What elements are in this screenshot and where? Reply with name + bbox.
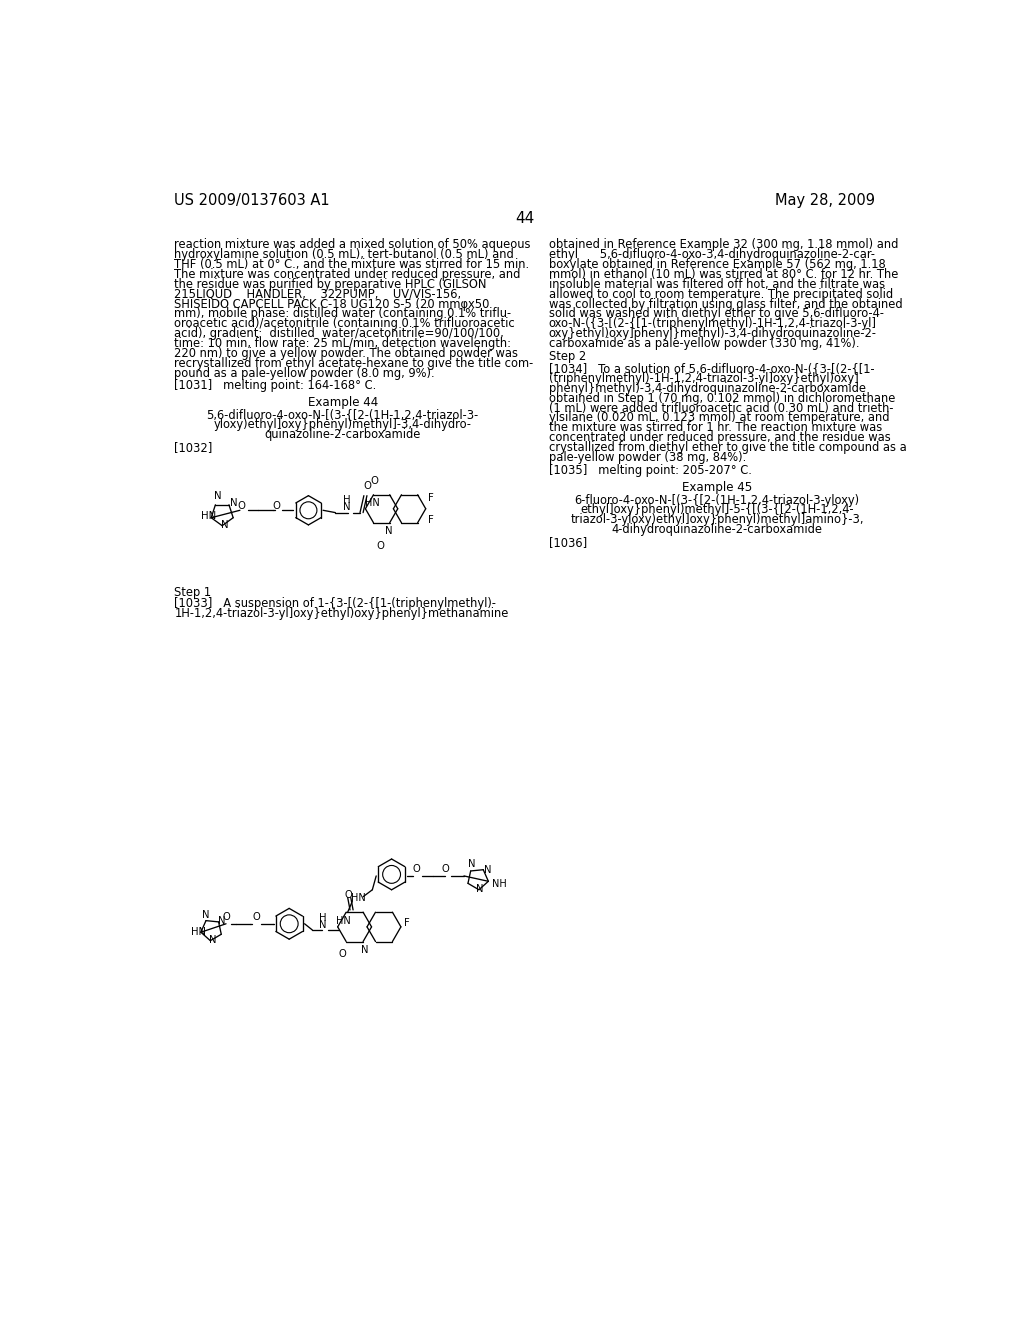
- Text: solid was washed with diethyl ether to give 5,6-difluoro-4-: solid was washed with diethyl ether to g…: [549, 308, 884, 321]
- Text: Step 2: Step 2: [549, 350, 586, 363]
- Text: 5,6-difluoro-4-oxo-N-[(3-{[2-(1H-1,2,4-triazol-3-: 5,6-difluoro-4-oxo-N-[(3-{[2-(1H-1,2,4-t…: [207, 408, 479, 421]
- Text: insoluble material was filtered off hot, and the filtrate was: insoluble material was filtered off hot,…: [549, 279, 885, 290]
- Text: F: F: [428, 515, 434, 525]
- Text: O: O: [345, 890, 352, 900]
- Text: [1032]: [1032]: [174, 441, 213, 454]
- Text: O: O: [223, 912, 230, 921]
- Text: ethyl      5,6-difluoro-4-oxo-3,4-dihydroquinazoline-2-car-: ethyl 5,6-difluoro-4-oxo-3,4-dihydroquin…: [549, 248, 874, 261]
- Text: Example 45: Example 45: [682, 482, 752, 494]
- Text: SHISEIDO CAPCELL PACK C-18 UG120 S-5 (20 mmφx50: SHISEIDO CAPCELL PACK C-18 UG120 S-5 (20…: [174, 297, 489, 310]
- Text: O: O: [252, 912, 260, 921]
- Text: O: O: [413, 865, 420, 874]
- Text: obtained in Reference Example 32 (300 mg, 1.18 mmol) and: obtained in Reference Example 32 (300 mg…: [549, 239, 898, 252]
- Text: N: N: [203, 909, 210, 920]
- Text: time: 10 min, flow rate: 25 mL/min, detection wavelength:: time: 10 min, flow rate: 25 mL/min, dete…: [174, 337, 511, 350]
- Text: O: O: [441, 865, 450, 874]
- Text: The mixture was concentrated under reduced pressure, and: The mixture was concentrated under reduc…: [174, 268, 521, 281]
- Text: [1036]: [1036]: [549, 536, 587, 549]
- Text: (1 mL) were added trifluoroacetic acid (0.30 mL) and trieth-: (1 mL) were added trifluoroacetic acid (…: [549, 401, 893, 414]
- Text: [1034]   To a solution of 5,6-difluoro-4-oxo-N-({3-[(2-{[1-: [1034] To a solution of 5,6-difluoro-4-o…: [549, 362, 874, 375]
- Text: N: N: [221, 520, 228, 529]
- Text: 4-dihydroquinazoline-2-carboxamide: 4-dihydroquinazoline-2-carboxamide: [611, 523, 822, 536]
- Text: mmol) in ethanol (10 mL) was stirred at 80° C. for 12 hr. The: mmol) in ethanol (10 mL) was stirred at …: [549, 268, 898, 281]
- Text: H: H: [318, 912, 326, 923]
- Text: O: O: [362, 482, 371, 491]
- Text: carboxamide as a pale-yellow powder (330 mg, 41%).: carboxamide as a pale-yellow powder (330…: [549, 337, 859, 350]
- Text: oxo-N-({3-[(2-{[1-(triphenylmethyl)-1H-1,2,4-triazol-3-yl]: oxo-N-({3-[(2-{[1-(triphenylmethyl)-1H-1…: [549, 317, 877, 330]
- Text: was collected by filtration using glass filter, and the obtained: was collected by filtration using glass …: [549, 297, 902, 310]
- Text: THF (0.5 mL) at 0° C., and the mixture was stirred for 15 min.: THF (0.5 mL) at 0° C., and the mixture w…: [174, 259, 529, 271]
- Text: the mixture was stirred for 1 hr. The reaction mixture was: the mixture was stirred for 1 hr. The re…: [549, 421, 882, 434]
- Text: N: N: [468, 858, 475, 869]
- Text: O: O: [339, 949, 346, 960]
- Text: [1031]   melting point: 164-168° C.: [1031] melting point: 164-168° C.: [174, 379, 377, 392]
- Text: ethyl]oxy}phenyl)methyl]-5-{[(3-{[2-(1H-1,2,4-: ethyl]oxy}phenyl)methyl]-5-{[(3-{[2-(1H-…: [581, 503, 854, 516]
- Text: US 2009/0137603 A1: US 2009/0137603 A1: [174, 193, 330, 209]
- Text: N: N: [209, 935, 217, 945]
- Text: [1033]   A suspension of 1-{3-[(2-{[1-(triphenylmethyl)-: [1033] A suspension of 1-{3-[(2-{[1-(tri…: [174, 597, 497, 610]
- Text: O: O: [376, 541, 384, 550]
- Text: [1035]   melting point: 205-207° C.: [1035] melting point: 205-207° C.: [549, 463, 752, 477]
- Text: 6-fluoro-4-oxo-N-[(3-{[2-(1H-1,2,4-triazol-3-yloxy): 6-fluoro-4-oxo-N-[(3-{[2-(1H-1,2,4-triaz…: [574, 494, 859, 507]
- Text: HN: HN: [351, 892, 366, 903]
- Text: Example 44: Example 44: [307, 396, 378, 409]
- Text: N: N: [484, 865, 492, 875]
- Text: May 28, 2009: May 28, 2009: [775, 193, 876, 209]
- Text: N: N: [343, 502, 351, 512]
- Text: the residue was purified by preparative HPLC (GILSON: the residue was purified by preparative …: [174, 279, 487, 290]
- Text: boxylate obtained in Reference Example 57 (562 mg, 1.18: boxylate obtained in Reference Example 5…: [549, 259, 886, 271]
- Text: N: N: [475, 884, 483, 894]
- Text: (triphenylmethyl)-1H-1,2,4-triazol-3-yl]oxy}ethyl)oxy]: (triphenylmethyl)-1H-1,2,4-triazol-3-yl]…: [549, 372, 858, 385]
- Text: O: O: [371, 475, 379, 486]
- Text: N: N: [385, 525, 393, 536]
- Text: obtained in Step 1 (70 mg, 0.102 mmol) in dichloromethane: obtained in Step 1 (70 mg, 0.102 mmol) i…: [549, 392, 895, 405]
- Text: N: N: [318, 920, 326, 929]
- Text: phenyl}methyl)-3,4-dihydroquinazoline-2-carboxamide: phenyl}methyl)-3,4-dihydroquinazoline-2-…: [549, 381, 865, 395]
- Text: mm), mobile phase: distilled water (containing 0.1% triflu-: mm), mobile phase: distilled water (cont…: [174, 308, 512, 321]
- Text: yloxy)ethyl]oxy}phenyl)methyl]-3,4-dihydro-: yloxy)ethyl]oxy}phenyl)methyl]-3,4-dihyd…: [214, 418, 472, 432]
- Text: ylsilane (0.020 mL, 0.123 mmol) at room temperature, and: ylsilane (0.020 mL, 0.123 mmol) at room …: [549, 412, 889, 425]
- Text: F: F: [404, 917, 410, 928]
- Text: N: N: [218, 916, 226, 925]
- Text: recrystallized from ethyl acetate-hexane to give the title com-: recrystallized from ethyl acetate-hexane…: [174, 356, 534, 370]
- Text: crystallized from diethyl ether to give the title compound as a: crystallized from diethyl ether to give …: [549, 441, 906, 454]
- Text: Step 1: Step 1: [174, 586, 212, 599]
- Text: 44: 44: [515, 211, 535, 226]
- Text: 220 nm) to give a yellow powder. The obtained powder was: 220 nm) to give a yellow powder. The obt…: [174, 347, 518, 360]
- Text: O: O: [272, 500, 281, 511]
- Text: allowed to cool to room temperature. The precipitated solid: allowed to cool to room temperature. The…: [549, 288, 893, 301]
- Text: HN: HN: [336, 916, 351, 927]
- Text: HN: HN: [190, 927, 206, 937]
- Text: H: H: [343, 495, 351, 506]
- Text: NH: NH: [492, 879, 507, 888]
- Text: oroacetic acid)/acetonitrile (containing 0.1% trifluoroacetic: oroacetic acid)/acetonitrile (containing…: [174, 317, 515, 330]
- Text: pound as a pale-yellow powder (8.0 mg, 9%).: pound as a pale-yellow powder (8.0 mg, 9…: [174, 367, 435, 380]
- Text: O: O: [238, 500, 246, 511]
- Text: N: N: [214, 491, 221, 502]
- Text: concentrated under reduced pressure, and the residue was: concentrated under reduced pressure, and…: [549, 432, 891, 444]
- Text: triazol-3-yloxy)ethyl]oxy}phenyl)methyl]amino}-3,: triazol-3-yloxy)ethyl]oxy}phenyl)methyl]…: [570, 513, 863, 527]
- Text: 215LIQUD    HANDLER,    322PUMP,    UV/VIS-156,: 215LIQUD HANDLER, 322PUMP, UV/VIS-156,: [174, 288, 462, 301]
- Text: F: F: [428, 494, 434, 503]
- Text: pale-yellow powder (38 mg, 84%).: pale-yellow powder (38 mg, 84%).: [549, 451, 745, 463]
- Text: oxy}ethyl)oxy]phenyl}methyl)-3,4-dihydroquinazoline-2-: oxy}ethyl)oxy]phenyl}methyl)-3,4-dihydro…: [549, 327, 877, 341]
- Text: N: N: [230, 498, 238, 508]
- Text: N: N: [360, 945, 369, 954]
- Text: 1H-1,2,4-triazol-3-yl]oxy}ethyl)oxy}phenyl}methanamine: 1H-1,2,4-triazol-3-yl]oxy}ethyl)oxy}phen…: [174, 607, 509, 620]
- Text: acid), gradient:  distilled  water/acetonitrile=90/100/100,: acid), gradient: distilled water/acetoni…: [174, 327, 504, 341]
- Text: reaction mixture was added a mixed solution of 50% aqueous: reaction mixture was added a mixed solut…: [174, 239, 531, 252]
- Text: HN: HN: [201, 511, 216, 520]
- Text: HN: HN: [365, 498, 379, 508]
- Text: quinazoline-2-carboxamide: quinazoline-2-carboxamide: [264, 428, 421, 441]
- Text: hydroxylamine solution (0.5 mL), tert-butanol (0.5 mL) and: hydroxylamine solution (0.5 mL), tert-bu…: [174, 248, 514, 261]
